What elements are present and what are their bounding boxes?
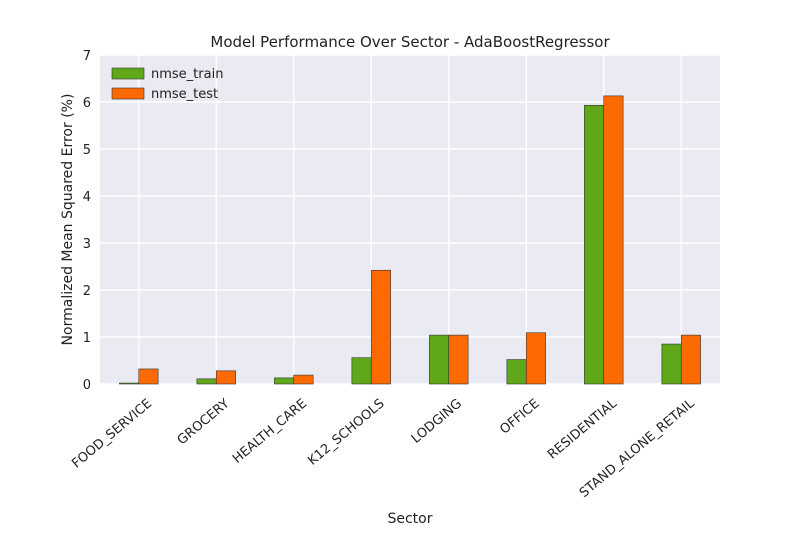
y-tick-label: 7	[83, 49, 91, 64]
bar-nmse_test-lodging	[448, 334, 469, 385]
x-tick-label: HEALTH_CARE	[230, 396, 310, 466]
x-tick-labels: FOOD_SERVICE GROCERYHEALTH_CAREK12_SCHOOL…	[69, 396, 698, 501]
bar-nmse_train-stand_alone_retail	[661, 343, 682, 385]
bar-nmse_train-lodging	[429, 334, 450, 385]
bar-nmse_train-food_service	[119, 382, 140, 385]
grid	[100, 54, 720, 385]
y-tick-label: 6	[83, 96, 91, 111]
y-tick-label: 2	[83, 284, 91, 299]
legend-swatch-nmse_test	[111, 87, 145, 100]
y-tick-label: 5	[83, 143, 91, 158]
y-tick-label: 0	[83, 378, 91, 393]
y-tick-label: 4	[83, 190, 91, 205]
bar-nmse_test-food_service	[138, 368, 159, 385]
y-axis-label: Normalized Mean Squared Error (%)	[60, 94, 76, 346]
legend-label: nmse_test	[151, 87, 218, 102]
bar-nmse_train-health_care	[274, 377, 295, 385]
legend-label: nmse_train	[151, 67, 223, 82]
legend: nmse_train nmse_test	[111, 67, 223, 102]
y-tick-label: 1	[83, 331, 91, 346]
x-tick-label: GROCERY	[175, 396, 233, 448]
x-axis-label: Sector	[387, 511, 432, 527]
bar-nmse_test-stand_alone_retail	[680, 334, 701, 385]
x-tick-label: RESIDENTIAL	[545, 396, 620, 463]
x-tick-label: OFFICE	[497, 396, 542, 437]
bar-nmse_test-health_care	[293, 374, 314, 385]
y-tick-labels: 0 1 2 3 4 5 6 7	[83, 49, 91, 393]
bar-nmse_test-office	[525, 332, 546, 385]
bar-nmse_test-grocery	[215, 370, 236, 385]
chart-title: Model Performance Over Sector - AdaBoost…	[210, 33, 610, 51]
bar-nmse_train-grocery	[196, 378, 217, 385]
bar-nmse_train-office	[506, 359, 527, 385]
bars	[119, 95, 701, 385]
x-tick-label: FOOD_SERVICE	[69, 396, 155, 471]
x-tick-label: LODGING	[409, 396, 465, 447]
legend-swatch-nmse_train	[111, 67, 145, 80]
bar-nmse_train-residential	[584, 104, 605, 385]
x-tick-label: K12_SCHOOLS	[305, 396, 387, 468]
bar-nmse_train-k12_schools	[351, 357, 372, 385]
plot-area	[100, 55, 720, 384]
bar-nmse_test-residential	[603, 95, 624, 385]
bar-nmse_test-k12_schools	[370, 269, 391, 385]
y-tick-label: 3	[83, 237, 91, 252]
